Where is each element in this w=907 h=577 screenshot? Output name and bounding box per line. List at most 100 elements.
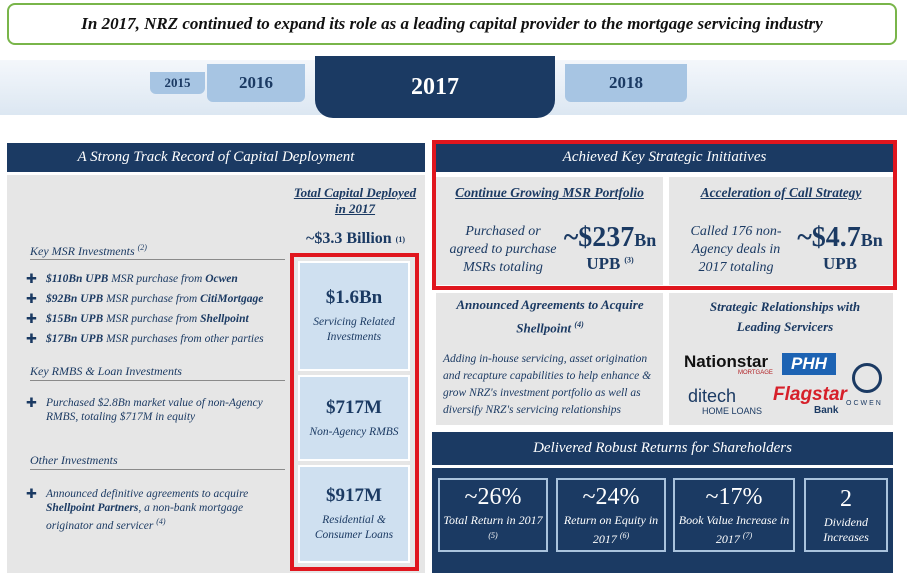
section-title: Key RMBS & Loan Investments	[30, 364, 285, 381]
list-item-part: $15Bn UPB	[46, 313, 104, 325]
capital-box-label: Non-Agency RMBS	[309, 425, 399, 438]
initiative-panel	[436, 177, 663, 285]
footnote: (1)	[395, 234, 405, 244]
list-item-part: Shellpoint Partners	[46, 502, 139, 514]
return-label-text: Return on Equity in 2017	[563, 512, 659, 546]
initiative-title: Acceleration of Call Strategy	[700, 185, 862, 200]
initiative-text: Called 176 non-Agency deals in 2017 tota…	[690, 224, 782, 275]
shellpoint-title-text: Announced Agreements to Acquire Shellpoi…	[440, 295, 660, 338]
list-item-part: Announced definitive agreements to acqui…	[46, 488, 249, 500]
capital-box: $917M Residential & Consumer Loans	[298, 465, 410, 563]
list-item-part: MSR purchase from	[103, 313, 201, 325]
logo-sub: MORTGAGE	[738, 370, 773, 376]
capital-header: Total Capital Deployed in 2017	[293, 185, 417, 216]
capital-box-label: Residential & Consumer Loans	[314, 514, 394, 541]
list-item-part: MSR purchases from other parties	[103, 333, 264, 345]
return-label: Return on Equity in 2017 (6)	[558, 513, 664, 547]
shellpoint-title: Announced Agreements to Acquire Shellpoi…	[440, 297, 660, 337]
capital-box-value: $1.6Bn	[325, 287, 383, 308]
logo-sub: Bank	[814, 405, 839, 416]
list-item: Announced definitive agreements to acqui…	[26, 487, 266, 533]
return-label-text: Book Value Increase in 2017	[678, 512, 790, 546]
year-tab: 2015	[150, 72, 205, 94]
initiative-sub: UPB	[586, 254, 621, 273]
list-item-part: $92Bn UPB	[46, 293, 104, 305]
return-label-text: Dividend Increases	[823, 514, 869, 544]
return-card: ~24% Return on Equity in 2017 (6)	[556, 478, 666, 552]
initiative-figure: ~$237Bn UPB (3)	[560, 222, 660, 282]
list-item: $17Bn UPB MSR purchases from other parti…	[26, 332, 288, 346]
return-label: Book Value Increase in 2017 (7)	[675, 513, 793, 547]
logo-ring	[852, 363, 882, 393]
logo: OCWEN	[846, 400, 883, 407]
relationships-title: Strategic Relationships with Leading Ser…	[709, 299, 861, 334]
return-card: ~17% Book Value Increase in 2017 (7)	[673, 478, 795, 552]
initiative-value: ~$4.7	[797, 222, 861, 253]
return-card: 2 Dividend Increases	[804, 478, 888, 552]
shellpoint-panel	[436, 293, 663, 425]
initiative-panel	[669, 177, 893, 285]
initiative-text: Purchased or agreed to purchase MSRs tot…	[449, 224, 557, 275]
capital-box-label: Servicing Related Investments	[313, 316, 395, 343]
returns-header: Delivered Robust Returns for Shareholder…	[432, 432, 893, 465]
initiative-sub: UPB	[823, 254, 857, 273]
list-item: Purchased $2.8Bn market value of non-Age…	[26, 396, 266, 424]
logo: Nationstar	[684, 352, 769, 371]
logo: Flagstar	[773, 384, 847, 405]
left-header: A Strong Track Record of Capital Deploym…	[7, 143, 425, 172]
list-item-part: Shellpoint	[200, 313, 249, 325]
banner: In 2017, NRZ continued to expand its rol…	[7, 3, 897, 45]
initiative-unit: Bn	[860, 230, 883, 250]
list-item-part: $110Bn UPB	[46, 273, 109, 285]
return-label: Dividend Increases	[806, 515, 886, 545]
return-value: ~17%	[705, 483, 763, 510]
list-item-part: $17Bn UPB	[46, 333, 104, 345]
list-item-part: , a non-bank mortgage originator and ser…	[46, 502, 244, 532]
list-item: $15Bn UPB MSR purchase from Shellpoint	[26, 312, 288, 326]
return-label: Total Return in 2017 (5)	[440, 513, 546, 547]
capital-box: $717M Non-Agency RMBS	[298, 375, 410, 461]
footnote: (2)	[137, 243, 147, 252]
shellpoint-text: Adding in-house servicing, asset origina…	[443, 353, 652, 416]
year-tab-current: 2017	[315, 56, 555, 118]
footnote: (5)	[488, 530, 498, 540]
logo: ditech	[688, 386, 737, 406]
return-card: ~26% Total Return in 2017 (5)	[438, 478, 548, 552]
year-tab: 2016	[207, 64, 305, 102]
return-value: ~24%	[582, 483, 640, 510]
initiative-value: ~$237	[563, 222, 635, 253]
highlight-box	[432, 140, 897, 290]
highlight-box	[290, 253, 419, 571]
right-header: Achieved Key Strategic Initiatives	[436, 143, 893, 172]
initiative-title: Continue Growing MSR Portfolio	[455, 185, 644, 200]
capital-box-value: $717M	[326, 396, 382, 418]
relationships-panel	[669, 293, 893, 425]
return-value: ~26%	[464, 483, 522, 510]
logo-sub: HOME LOANS	[702, 406, 763, 416]
capital-total-value: ~$3.3 Billion	[306, 230, 392, 247]
list-item-part: Ocwen	[205, 273, 238, 285]
return-value: 2	[840, 485, 852, 512]
footnote: (7)	[742, 530, 753, 540]
returns-panel	[432, 468, 893, 573]
list-item-part: Purchased $2.8Bn market value of non-Age…	[46, 397, 263, 423]
section-title: Other Investments	[30, 453, 285, 470]
capital-box: $1.6Bn Servicing Related Investments	[298, 261, 410, 371]
initiative-figure: ~$4.7Bn UPB	[790, 222, 890, 282]
footnote: (6)	[619, 530, 630, 540]
return-label-text: Total Return in 2017	[443, 512, 543, 527]
footnote: (3)	[624, 255, 634, 265]
list-item-part: (4)	[156, 517, 166, 526]
logo: PHH	[782, 353, 836, 375]
capital-total: ~$3.3 Billion (1)	[283, 228, 428, 250]
list-item-part: MSR purchase from	[108, 273, 206, 285]
footnote: (4)	[574, 320, 584, 330]
capital-box-value: $917M	[326, 485, 382, 506]
list-item: $92Bn UPB MSR purchase from CitiMortgage	[26, 292, 288, 306]
list-item-part: CitiMortgage	[200, 293, 264, 305]
section-title-text: Key MSR Investments	[30, 244, 135, 258]
year-tab: 2018	[565, 64, 687, 102]
list-item: $110Bn UPB MSR purchase from Ocwen	[26, 272, 288, 286]
initiative-unit: Bn	[634, 230, 657, 250]
